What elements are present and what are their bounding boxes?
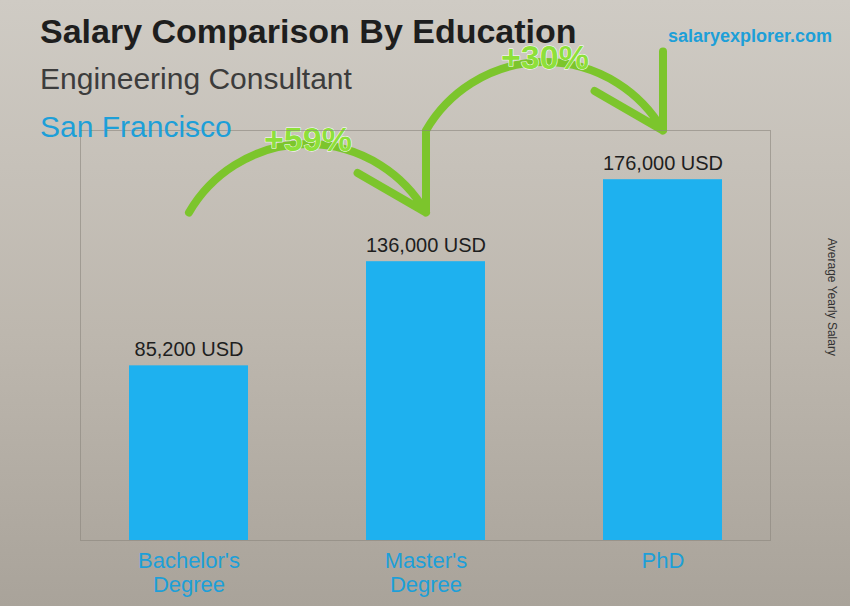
svg-text:+59%: +59% [264,120,352,158]
svg-text:+30%: +30% [501,37,589,76]
html-text:Engineering Consultant: Engineering Consultant [40,62,352,95]
html-text:Average Yearly Salary: Average Yearly Salary [825,238,839,356]
svg-text:176,000 USD: 176,000 USD [603,152,723,174]
html-text:Salary Comparison By Education: Salary Comparison By Education [40,12,577,50]
svg-text:85,200 USD: 85,200 USD [135,338,244,360]
svg-text:Bachelor'sDegree: Bachelor'sDegree [138,548,240,597]
html-text:salaryexplorer.com: salaryexplorer.com [667,26,832,46]
svg-text:Master'sDegree: Master'sDegree [385,548,467,597]
html-text:San Francisco: San Francisco [40,110,232,143]
svg-text:PhD: PhD [642,548,685,573]
svg-text:136,000 USD: 136,000 USD [366,234,486,256]
